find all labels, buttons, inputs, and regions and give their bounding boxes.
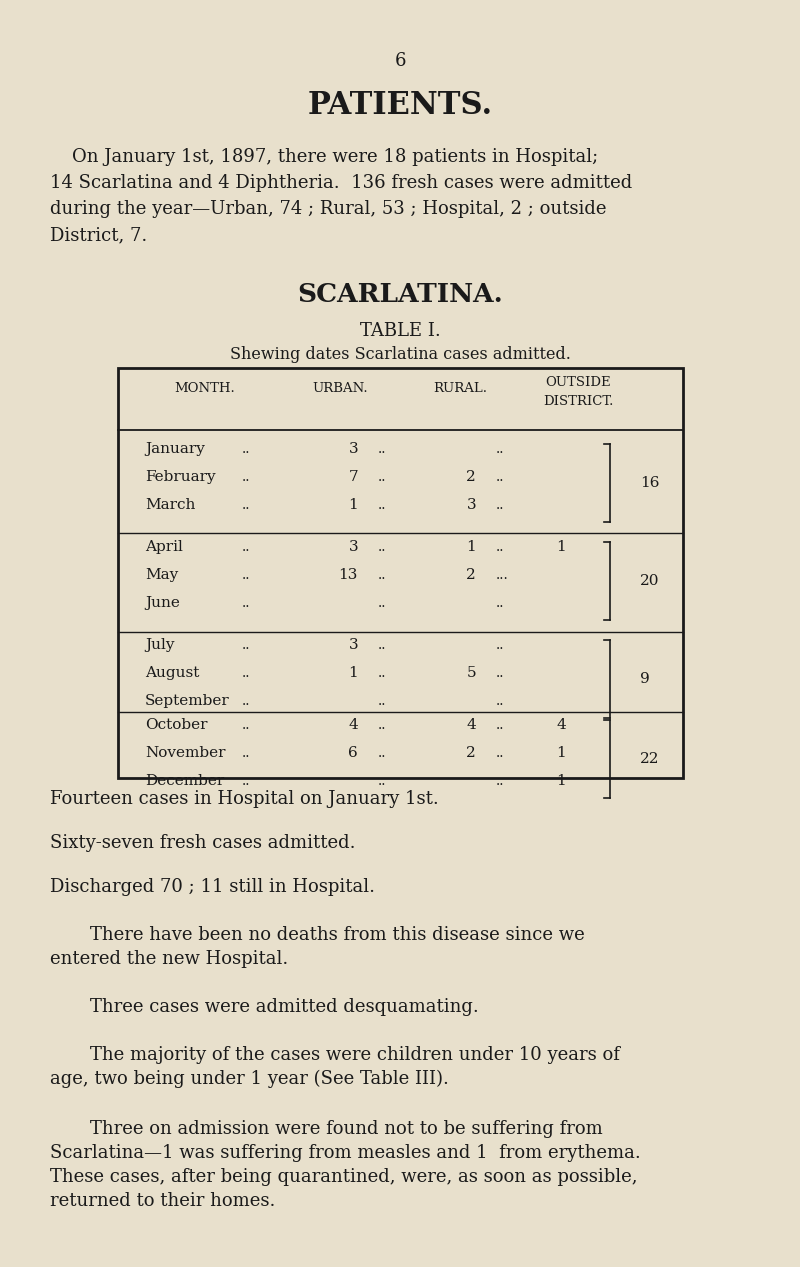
Text: ..: .. xyxy=(496,540,505,554)
Text: 16: 16 xyxy=(640,476,659,490)
Text: 1: 1 xyxy=(348,498,358,512)
Text: ..: .. xyxy=(378,666,386,680)
Text: 9: 9 xyxy=(640,672,650,685)
Text: ..: .. xyxy=(496,595,505,609)
Text: ..: .. xyxy=(378,718,386,732)
Text: ..: .. xyxy=(242,694,250,708)
Text: 7: 7 xyxy=(348,470,358,484)
Text: ..: .. xyxy=(378,746,386,760)
Text: 4: 4 xyxy=(348,718,358,732)
Text: ..: .. xyxy=(378,540,386,554)
Text: 1: 1 xyxy=(556,540,566,554)
Text: 1: 1 xyxy=(556,774,566,788)
Text: 6: 6 xyxy=(348,746,358,760)
Text: OUTSIDE: OUTSIDE xyxy=(545,376,611,389)
Text: ..: .. xyxy=(378,595,386,609)
Text: 6: 6 xyxy=(394,52,406,70)
Text: On January 1st, 1897, there were 18 patients in Hospital;: On January 1st, 1897, there were 18 pati… xyxy=(72,148,598,166)
Text: ..: .. xyxy=(496,442,505,456)
Text: These cases, after being quarantined, were, as soon as possible,: These cases, after being quarantined, we… xyxy=(50,1168,638,1186)
Text: entered the new Hospital.: entered the new Hospital. xyxy=(50,950,288,968)
Text: 4: 4 xyxy=(556,718,566,732)
Text: September: September xyxy=(145,694,230,708)
Text: August: August xyxy=(145,666,199,680)
Text: There have been no deaths from this disease since we: There have been no deaths from this dise… xyxy=(90,926,585,944)
Text: ..: .. xyxy=(496,666,505,680)
Text: June: June xyxy=(145,595,180,609)
Text: ..: .. xyxy=(242,746,250,760)
Text: ..: .. xyxy=(496,694,505,708)
Text: RURAL.: RURAL. xyxy=(433,381,487,395)
Bar xyxy=(118,367,683,778)
Text: March: March xyxy=(145,498,195,512)
Text: December: December xyxy=(145,774,224,788)
Text: 1: 1 xyxy=(348,666,358,680)
Text: ..: .. xyxy=(242,498,250,512)
Text: 1: 1 xyxy=(556,746,566,760)
Text: 20: 20 xyxy=(640,574,659,588)
Text: DISTRICT.: DISTRICT. xyxy=(543,395,613,408)
Text: ..: .. xyxy=(242,639,250,653)
Text: PATIENTS.: PATIENTS. xyxy=(307,90,493,122)
Text: November: November xyxy=(145,746,226,760)
Text: ..: .. xyxy=(496,718,505,732)
Text: MONTH.: MONTH. xyxy=(174,381,235,395)
Text: Fourteen cases in Hospital on January 1st.: Fourteen cases in Hospital on January 1s… xyxy=(50,791,438,808)
Text: ..: .. xyxy=(378,498,386,512)
Text: ..: .. xyxy=(378,442,386,456)
Text: 22: 22 xyxy=(640,753,659,767)
Text: URBAN.: URBAN. xyxy=(312,381,368,395)
Text: Discharged 70 ; 11 still in Hospital.: Discharged 70 ; 11 still in Hospital. xyxy=(50,878,375,896)
Text: 1: 1 xyxy=(466,540,476,554)
Text: 2: 2 xyxy=(466,746,476,760)
Text: SCARLATINA.: SCARLATINA. xyxy=(297,283,503,307)
Text: April: April xyxy=(145,540,183,554)
Text: ..: .. xyxy=(242,718,250,732)
Text: 2: 2 xyxy=(466,470,476,484)
Text: 14 Scarlatina and 4 Diphtheria.  136 fresh cases were admitted: 14 Scarlatina and 4 Diphtheria. 136 fres… xyxy=(50,174,632,193)
Text: ..: .. xyxy=(242,568,250,582)
Text: ..: .. xyxy=(378,470,386,484)
Text: age, two being under 1 year (See Table III).: age, two being under 1 year (See Table I… xyxy=(50,1071,449,1088)
Text: TABLE I.: TABLE I. xyxy=(360,322,440,340)
Text: 5: 5 xyxy=(466,666,476,680)
Text: ..: .. xyxy=(242,595,250,609)
Text: ..: .. xyxy=(242,470,250,484)
Text: 13: 13 xyxy=(338,568,358,582)
Text: ..: .. xyxy=(242,540,250,554)
Text: ..: .. xyxy=(496,774,505,788)
Text: ..: .. xyxy=(496,498,505,512)
Text: ..: .. xyxy=(378,694,386,708)
Text: ..: .. xyxy=(496,639,505,653)
Text: ..: .. xyxy=(242,666,250,680)
Text: 3: 3 xyxy=(348,540,358,554)
Text: ...: ... xyxy=(496,568,509,582)
Text: October: October xyxy=(145,718,207,732)
Text: ..: .. xyxy=(378,639,386,653)
Text: Scarlatina—1 was suffering from measles and 1  from erythema.: Scarlatina—1 was suffering from measles … xyxy=(50,1144,641,1162)
Text: July: July xyxy=(145,639,174,653)
Text: Sixty-seven fresh cases admitted.: Sixty-seven fresh cases admitted. xyxy=(50,834,355,851)
Text: May: May xyxy=(145,568,178,582)
Text: District, 7.: District, 7. xyxy=(50,226,147,245)
Text: February: February xyxy=(145,470,216,484)
Text: ..: .. xyxy=(496,746,505,760)
Text: 2: 2 xyxy=(466,568,476,582)
Text: ..: .. xyxy=(496,470,505,484)
Text: ..: .. xyxy=(242,442,250,456)
Text: 3: 3 xyxy=(466,498,476,512)
Text: Shewing dates Scarlatina cases admitted.: Shewing dates Scarlatina cases admitted. xyxy=(230,346,570,364)
Text: ..: .. xyxy=(378,774,386,788)
Text: returned to their homes.: returned to their homes. xyxy=(50,1192,275,1210)
Text: during the year—Urban, 74 ; Rural, 53 ; Hospital, 2 ; outside: during the year—Urban, 74 ; Rural, 53 ; … xyxy=(50,200,606,218)
Text: 3: 3 xyxy=(348,442,358,456)
Text: ..: .. xyxy=(242,774,250,788)
Text: January: January xyxy=(145,442,205,456)
Text: Three cases were admitted desquamating.: Three cases were admitted desquamating. xyxy=(90,998,478,1016)
Text: The majority of the cases were children under 10 years of: The majority of the cases were children … xyxy=(90,1047,620,1064)
Text: 4: 4 xyxy=(466,718,476,732)
Text: 3: 3 xyxy=(348,639,358,653)
Text: ..: .. xyxy=(378,568,386,582)
Text: Three on admission were found not to be suffering from: Three on admission were found not to be … xyxy=(90,1120,602,1138)
